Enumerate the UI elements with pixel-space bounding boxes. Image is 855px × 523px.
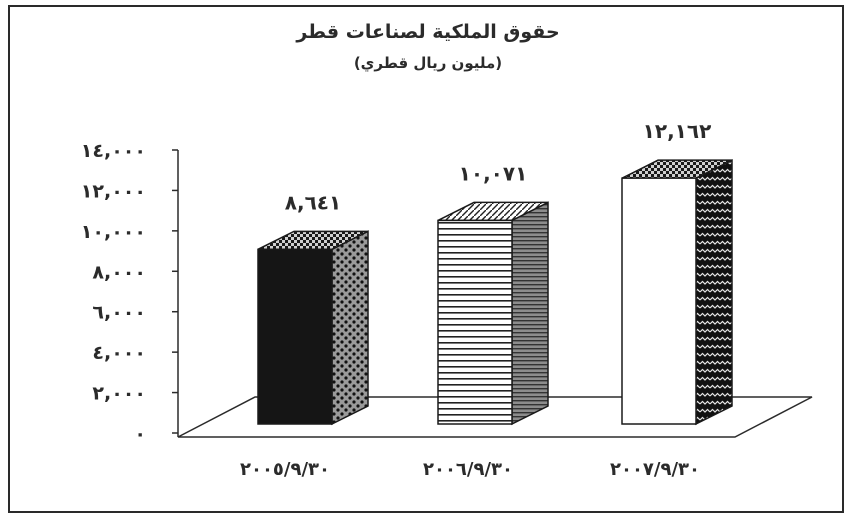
chart-subtitle: (مليون ريال قطري)	[354, 54, 502, 73]
value-labels: ٨,٦٤١ ١٠,٠٧١ ١٢,١٦٢	[285, 119, 712, 214]
chart-title: حقوق الملكية لصناعات قطر	[295, 21, 559, 43]
bar-side	[695, 158, 733, 426]
y-tick-label: ١٠,٠٠٠	[81, 221, 146, 243]
bar	[621, 158, 733, 426]
value-label: ١٠,٠٧١	[459, 161, 528, 185]
x-categories: ٢٠٠٥/٩/٣٠ ٢٠٠٦/٩/٣٠ ٢٠٠٧/٩/٣٠	[240, 459, 700, 480]
bars	[257, 158, 733, 426]
bar	[257, 230, 369, 426]
x-category-label: ٢٠٠٥/٩/٣٠	[240, 459, 330, 480]
x-category-label: ٢٠٠٦/٩/٣٠	[423, 459, 513, 480]
bar-side	[331, 230, 369, 426]
bar-front	[257, 248, 333, 425]
y-tick-label: ١٢,٠٠٠	[81, 180, 146, 202]
y-tick-label: ٤,٠٠٠	[92, 342, 146, 364]
y-ticks: ٠ ٢,٠٠٠ ٤,٠٠٠ ٦,٠٠٠ ٨,٠٠٠ ١٠,٠٠٠ ١٢,٠٠٠ ١٤,٠٠٠	[81, 140, 178, 445]
y-tick-label: ٠	[134, 423, 146, 445]
bar-front	[437, 219, 513, 425]
y-tick-label: ٦,٠٠٠	[92, 302, 146, 324]
value-label: ١٢,١٦٢	[643, 119, 712, 143]
y-tick-label: ٨,٠٠٠	[92, 261, 146, 283]
bar	[437, 201, 549, 426]
y-tick-label: ٢,٠٠٠	[92, 383, 146, 405]
x-category-label: ٢٠٠٧/٩/٣٠	[610, 459, 700, 480]
bar-front	[621, 177, 697, 425]
y-tick-label: ١٤,٠٠٠	[81, 140, 146, 162]
value-label: ٨,٦٤١	[285, 190, 341, 214]
bar-side	[511, 201, 549, 426]
